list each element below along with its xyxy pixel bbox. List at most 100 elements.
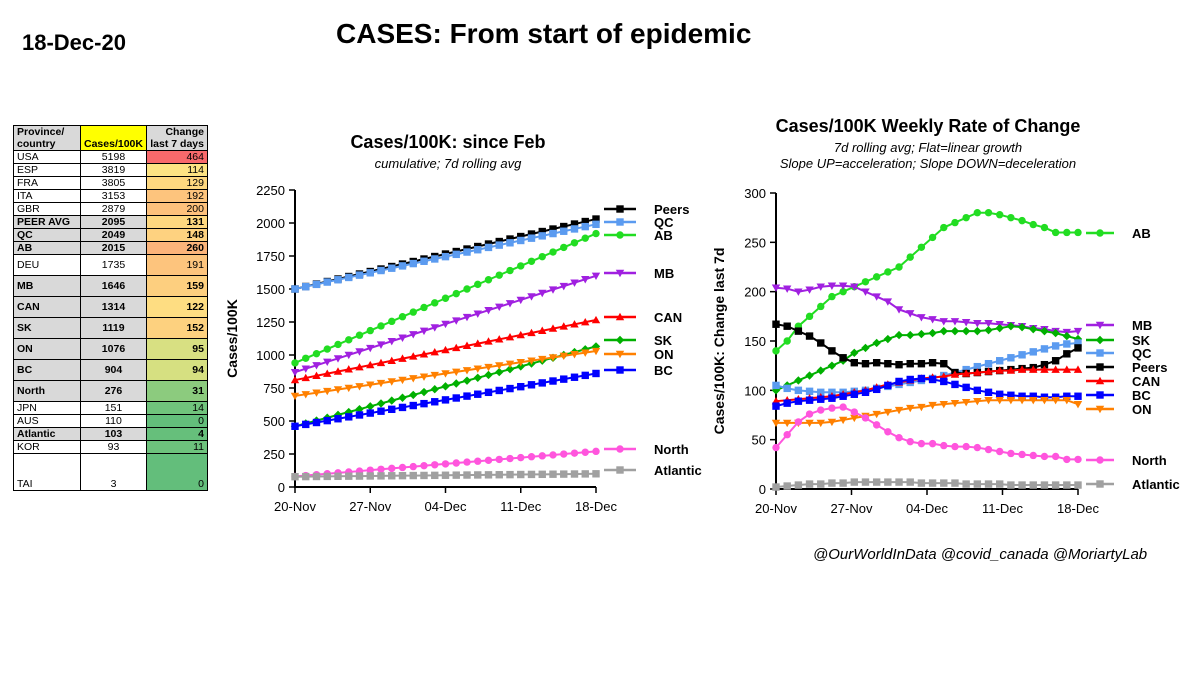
data-point	[516, 296, 525, 305]
data-point	[592, 470, 600, 478]
data-point	[538, 379, 546, 387]
table-row: PEER AVG 2095 131	[13, 215, 208, 229]
data-point	[984, 367, 993, 375]
data-point	[1074, 455, 1082, 464]
legend-marker	[1095, 321, 1105, 330]
data-point	[906, 437, 914, 446]
weekly-change-chart: Cases/100K Weekly Rate of Change 7d rolli…	[711, 116, 1180, 516]
cumulative-cases-chart: Cases/100K: since Feb cumulative; 7d roll…	[224, 132, 702, 514]
row-change: 4	[145, 427, 208, 441]
y-tick-label: 300	[744, 186, 766, 201]
row-name: KOR	[13, 440, 81, 454]
y-tick-label: 2250	[256, 183, 285, 198]
data-point	[772, 443, 780, 452]
data-point	[420, 257, 428, 265]
data-point	[861, 278, 870, 286]
legend-marker	[1096, 229, 1104, 237]
data-point	[1063, 228, 1071, 237]
data-point	[1006, 397, 1016, 405]
data-point	[984, 388, 993, 397]
data-point	[291, 422, 299, 430]
data-point	[984, 320, 993, 328]
data-point	[850, 408, 858, 416]
data-point	[940, 441, 948, 450]
y-tick-label: 500	[263, 414, 285, 429]
data-point	[1018, 216, 1026, 225]
data-point	[419, 327, 429, 336]
y-tick-label: 200	[744, 285, 766, 300]
data-point	[917, 374, 926, 383]
series-label: BC	[1132, 388, 1151, 403]
row-cases: 1735	[80, 254, 147, 276]
data-point	[334, 276, 342, 284]
y-tick-label: 1750	[256, 249, 285, 264]
data-point	[805, 410, 814, 418]
data-point	[290, 375, 300, 384]
data-point	[474, 390, 482, 398]
y-axis-label: Cases/100K: Change last 7d	[711, 248, 727, 435]
data-point	[772, 381, 780, 390]
data-point	[345, 336, 353, 344]
data-point	[538, 227, 546, 236]
data-point	[333, 410, 343, 420]
legend-marker	[615, 312, 625, 321]
data-point	[1007, 391, 1015, 399]
data-point	[344, 407, 353, 417]
legend-marker	[616, 366, 624, 374]
table-row: BC 904 94	[13, 359, 208, 381]
data-point	[473, 310, 482, 318]
data-point	[409, 331, 418, 339]
data-point	[950, 326, 960, 336]
data-point	[895, 377, 903, 386]
data-point	[872, 359, 881, 367]
data-point	[1007, 449, 1015, 458]
data-point	[805, 312, 814, 321]
data-point	[452, 379, 461, 388]
data-point	[884, 478, 892, 486]
data-point	[441, 396, 450, 404]
data-point	[794, 418, 803, 426]
data-point	[1040, 481, 1049, 489]
legend-marker	[1095, 376, 1105, 385]
data-point	[828, 394, 836, 402]
data-point	[398, 463, 407, 472]
data-point	[861, 414, 870, 422]
data-point	[409, 352, 418, 360]
data-point	[462, 376, 472, 385]
data-point	[291, 285, 299, 293]
data-point	[388, 317, 396, 326]
data-point	[441, 345, 450, 354]
data-point	[996, 211, 1004, 219]
data-point	[548, 354, 558, 362]
data-point	[951, 442, 959, 451]
data-point	[884, 428, 892, 436]
data-point	[861, 388, 870, 397]
data-point	[301, 391, 310, 399]
data-point	[312, 280, 321, 289]
data-point	[850, 414, 859, 423]
row-cases: 151	[80, 401, 147, 415]
data-point	[366, 269, 374, 277]
data-point	[1040, 345, 1049, 353]
data-point	[366, 466, 374, 474]
data-point	[1073, 327, 1083, 336]
data-point	[516, 330, 525, 339]
row-name: BC	[13, 359, 81, 381]
row-name: USA	[13, 150, 81, 164]
data-point	[805, 286, 814, 294]
data-point	[387, 378, 396, 386]
data-point	[906, 253, 914, 261]
series-label: ON	[654, 347, 674, 362]
data-point	[1029, 392, 1037, 400]
data-point	[839, 392, 847, 400]
data-point	[783, 482, 791, 490]
row-cases: 3819	[80, 163, 147, 177]
data-point	[506, 266, 514, 275]
data-point	[861, 343, 870, 353]
data-point	[771, 419, 781, 428]
data-point	[592, 220, 600, 229]
data-point	[505, 332, 515, 341]
data-point	[772, 483, 780, 491]
data-point	[984, 445, 993, 454]
data-point	[430, 347, 439, 356]
